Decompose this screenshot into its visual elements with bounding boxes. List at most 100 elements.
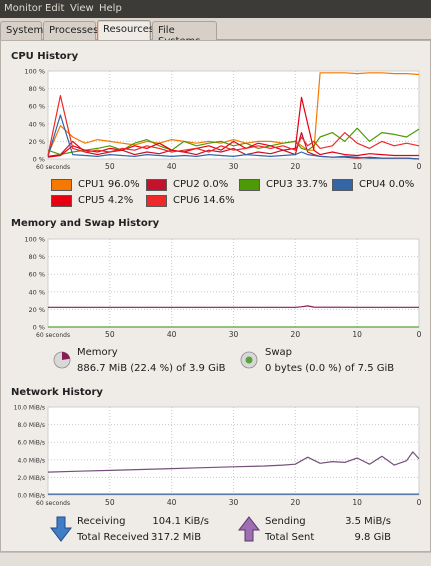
legend-cpu6: CPU6 14.6% — [146, 194, 238, 208]
menu-view[interactable]: View — [70, 3, 94, 14]
cpu2-color-swatch[interactable] — [146, 179, 167, 191]
menu-monitor[interactable]: Monitor — [4, 3, 43, 14]
resources-panel: CPU History 100 % 80 % 60 % 40 % 20 % 0 % 60 s… — [0, 40, 431, 552]
x-tick-label: 30 — [229, 162, 239, 171]
legend-cpu5: CPU5 4.2% — [51, 194, 143, 208]
cpu6-color-swatch[interactable] — [146, 195, 167, 207]
cpu5-label: CPU5 4.2% — [78, 195, 134, 206]
x-tick-label: 50 — [105, 498, 115, 507]
sending-value: 3.5 MiB/s — [345, 516, 391, 527]
x-tick-label: 40 — [167, 330, 177, 339]
x-tick-label: 60 seconds — [36, 500, 70, 507]
sending-label: Sending — [265, 516, 306, 527]
series-line-memory — [48, 305, 419, 308]
pie-slice — [62, 352, 70, 360]
y-tick-label: 20 % — [28, 138, 45, 146]
cpu4-label: CPU4 0.0% — [359, 179, 415, 190]
tab-processes[interactable]: Processes — [43, 21, 98, 40]
cpu2-label: CPU2 0.0% — [173, 179, 229, 190]
y-tick-label: 60 % — [28, 103, 45, 111]
y-tick-label: 40 % — [28, 288, 45, 296]
cpu6-label: CPU6 14.6% — [173, 195, 235, 206]
y-tick-label: 10.0 MiB/s — [14, 405, 45, 412]
x-tick-label: 0 — [417, 162, 422, 171]
x-tick-label: 30 — [229, 330, 239, 339]
tab-resources[interactable]: Resources — [97, 20, 154, 41]
receiving-arrow-icon[interactable] — [50, 516, 72, 542]
x-tick-label: 10 — [352, 330, 362, 339]
y-tick-label: 100 % — [24, 236, 45, 244]
y-tick-label: 8.0 MiB/s — [17, 422, 45, 429]
x-tick-label: 10 — [352, 498, 362, 507]
x-tick-label: 60 seconds — [36, 164, 70, 171]
sending-arrow-icon[interactable] — [238, 516, 260, 542]
legend-cpu1: CPU1 96.0% — [51, 178, 143, 192]
plot-area — [47, 406, 420, 496]
memory-label: Memory — [77, 347, 118, 358]
menu-help[interactable]: Help — [99, 3, 122, 14]
cpu5-color-swatch[interactable] — [51, 195, 72, 207]
total-received-label: Total Received — [77, 532, 150, 543]
cpu-history-title: CPU History — [11, 51, 79, 62]
legend-cpu4: CPU4 0.0% — [332, 178, 424, 192]
x-tick-label: 60 seconds — [36, 332, 70, 339]
y-tick-label: 6.0 MiB/s — [17, 440, 45, 447]
y-tick-label: 0 % — [33, 324, 45, 332]
x-tick-label: 0 — [417, 330, 422, 339]
tab-bar: System Processes Resources File Systems — [0, 18, 431, 47]
cpu3-label: CPU3 33.7% — [266, 179, 328, 190]
series-line-cpu6 — [47, 95, 420, 156]
menu-bar: Monitor Edit View Help — [0, 0, 431, 18]
y-tick-label: 100 % — [24, 68, 45, 76]
cpu3-color-swatch[interactable] — [239, 179, 260, 191]
y-tick-label: 80 % — [28, 253, 45, 261]
x-tick-label: 10 — [352, 162, 362, 171]
swap-pie-icon[interactable] — [240, 351, 258, 369]
swap-label: Swap — [265, 347, 293, 358]
memory-pie-icon[interactable] — [53, 351, 71, 369]
cpu4-color-swatch[interactable] — [332, 179, 353, 191]
series-line-cpu3 — [47, 127, 420, 156]
network-history-title: Network History — [11, 387, 103, 398]
y-tick-label: 4.0 MiB/s — [17, 457, 45, 464]
cpu-history-chart: 100 % 80 % 60 % 40 % 20 % 0 %60 seconds 50 40 30… — [24, 68, 422, 172]
swap-value: 0 bytes (0.0 %) of 7.5 GiB — [265, 363, 395, 374]
status-bar — [0, 552, 431, 566]
plot-area — [47, 70, 420, 160]
receiving-label: Receiving — [77, 516, 126, 527]
cpu1-label: CPU1 96.0% — [78, 179, 140, 190]
y-tick-label: 80 % — [28, 85, 45, 93]
total-sent-value: 9.8 GiB — [354, 532, 391, 543]
series-line-sending — [47, 451, 420, 473]
cpu1-color-swatch[interactable] — [51, 179, 72, 191]
y-tick-label: 0.0 MiB/s — [17, 493, 45, 500]
x-tick-label: 40 — [167, 498, 177, 507]
legend-cpu3: CPU3 33.7% — [239, 178, 331, 192]
series-line-cpu4 — [47, 114, 420, 160]
memory-history-chart: 100 % 80 % 60 % 40 % 20 % 0 %60 seconds 50 40 30… — [24, 236, 422, 340]
menu-edit[interactable]: Edit — [45, 3, 65, 14]
x-tick-label: 30 — [229, 498, 239, 507]
x-tick-label: 50 — [105, 162, 115, 171]
y-tick-label: 2.0 MiB/s — [17, 475, 45, 482]
memory-value: 886.7 MiB (22.4 %) of 3.9 GiB — [77, 363, 226, 374]
tab-system[interactable]: System — [0, 21, 43, 40]
network-history-chart: 10.0 MiB/s 8.0 MiB/s 6.0 MiB/s 4.0 MiB/s 2.0… — [14, 405, 422, 508]
x-tick-label: 20 — [291, 498, 301, 507]
legend-cpu2: CPU2 0.0% — [146, 178, 238, 192]
x-tick-label: 40 — [167, 162, 177, 171]
plot-area — [47, 238, 420, 328]
x-tick-label: 20 — [291, 330, 301, 339]
memory-history-title: Memory and Swap History — [11, 218, 160, 229]
x-tick-label: 20 — [291, 162, 301, 171]
y-tick-label: 20 % — [28, 306, 45, 314]
x-tick-label: 50 — [105, 330, 115, 339]
total-received-value: 317.2 MiB — [151, 532, 202, 543]
y-tick-label: 0 % — [33, 156, 45, 164]
y-tick-label: 40 % — [28, 120, 45, 128]
total-sent-label: Total Sent — [265, 532, 315, 543]
pie-center — [245, 356, 253, 364]
tab-file-systems[interactable]: File Systems — [152, 21, 217, 47]
x-tick-label: 0 — [417, 498, 422, 507]
receiving-value: 104.1 KiB/s — [152, 516, 209, 527]
